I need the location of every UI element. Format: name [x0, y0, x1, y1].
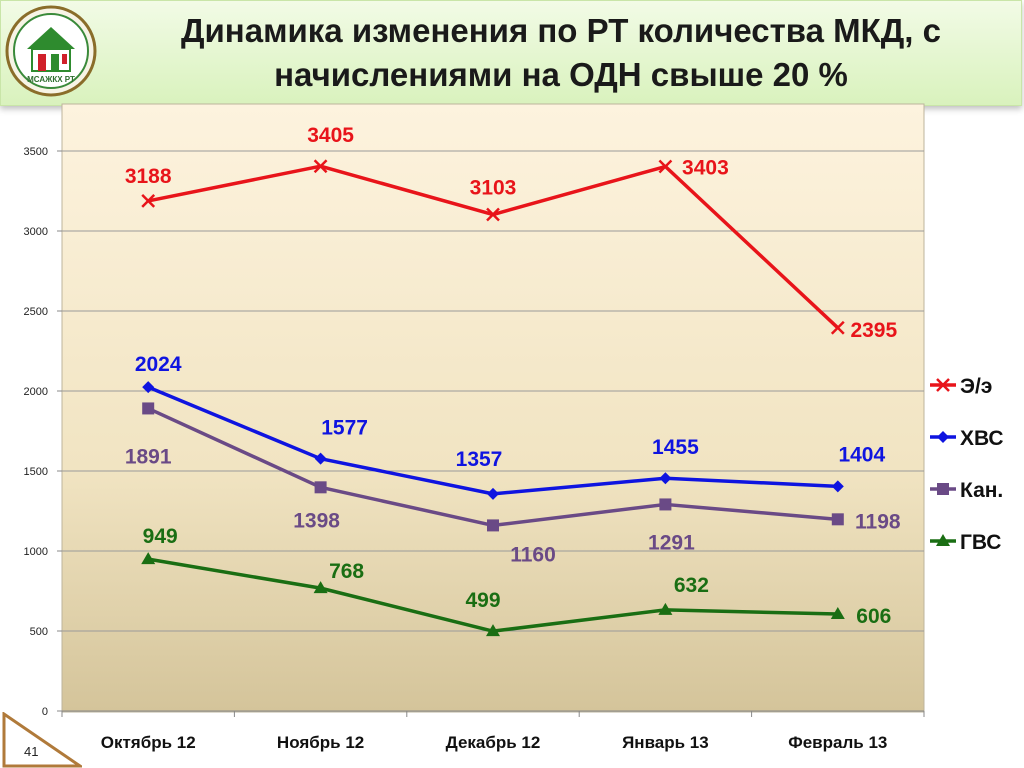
legend-label: Кан. [960, 479, 1003, 502]
ministry-logo: МСАЖКХ РТ [5, 5, 97, 97]
data-point [313, 159, 328, 174]
data-point [831, 480, 844, 493]
data-point [658, 159, 673, 174]
data-point [486, 207, 500, 222]
data-point [658, 602, 673, 615]
legend-marker [937, 431, 949, 443]
legend-marker [937, 483, 949, 495]
y-tick-label: 500 [30, 626, 48, 638]
x-tick-label: Декабрь 12 [446, 733, 541, 752]
data-point [142, 381, 155, 394]
y-tick-label: 1500 [24, 466, 48, 478]
data-label: 3188 [125, 165, 172, 188]
data-label: 1577 [321, 417, 368, 440]
data-label: 499 [465, 589, 500, 612]
data-label: 632 [674, 574, 709, 597]
y-tick-label: 3000 [24, 226, 48, 238]
data-label: 1455 [652, 436, 699, 459]
data-point [830, 607, 845, 620]
legend-marker [936, 534, 950, 546]
legend-label: Э/э [960, 375, 992, 398]
data-point [314, 481, 327, 494]
y-tick-label: 2000 [24, 386, 48, 398]
data-point [487, 519, 499, 532]
data-label: 3405 [307, 124, 354, 147]
data-point [831, 513, 844, 526]
title-line-2: начислениями на ОДН свыше 20 % [274, 56, 848, 93]
x-tick-label: Октябрь 12 [101, 733, 196, 752]
data-label: 1160 [510, 543, 556, 566]
data-point [142, 402, 155, 415]
data-label: 768 [329, 560, 364, 583]
x-tick-label: Ноябрь 12 [277, 733, 364, 752]
legend-label: ГВС [960, 531, 1001, 554]
legend-label: ХВС [960, 427, 1004, 450]
line-chart: 0 500 1000 1500 2000 2500 3000 3500 Октябрь 12 Но… [24, 103, 1004, 752]
data-point [314, 452, 327, 465]
data-point [486, 624, 500, 637]
plot-area [61, 103, 925, 713]
data-label: 949 [143, 525, 178, 548]
data-label: 1198 [855, 510, 901, 533]
legend-marker [936, 378, 950, 392]
title-bar: МСАЖКХ РТ Динамика изменения по РТ колич… [0, 0, 1022, 106]
slide-title: Динамика изменения по РТ количества МКД,… [101, 9, 1021, 97]
data-label: 3403 [682, 157, 729, 180]
title-line-1: Динамика изменения по РТ количества МКД,… [181, 12, 941, 49]
data-label: 1404 [838, 443, 885, 466]
y-tick-label: 0 [42, 706, 48, 718]
slide-number: 41 [24, 744, 39, 759]
data-label: 1291 [648, 531, 695, 554]
data-point [659, 498, 672, 511]
data-point [313, 581, 328, 594]
data-label: 3103 [470, 177, 517, 200]
y-tick-label: 2500 [24, 306, 48, 318]
data-label: 606 [856, 605, 891, 628]
data-label: 1891 [125, 445, 172, 468]
x-tick-label: Февраль 13 [788, 733, 887, 752]
y-tick-label: 1000 [24, 546, 48, 558]
data-label: 2395 [850, 319, 897, 342]
data-point [141, 194, 156, 208]
data-label: 2024 [135, 353, 182, 376]
logo-text: МСАЖКХ РТ [27, 75, 75, 84]
data-label: 1398 [293, 509, 340, 532]
x-tick-label: Январь 13 [622, 733, 709, 752]
data-point [830, 320, 845, 335]
data-label: 1357 [456, 448, 503, 471]
slide-number-corner [2, 712, 82, 768]
data-point [487, 487, 499, 500]
data-point [659, 472, 672, 485]
y-tick-label: 3500 [24, 146, 48, 158]
data-point [141, 552, 156, 565]
